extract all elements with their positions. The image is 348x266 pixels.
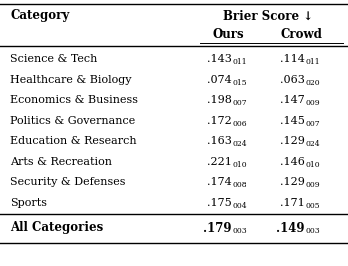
Text: .174: .174 bbox=[207, 177, 231, 187]
Text: .143: .143 bbox=[207, 54, 231, 64]
Text: Science & Tech: Science & Tech bbox=[10, 54, 98, 64]
Text: .129: .129 bbox=[280, 136, 304, 146]
Text: .179: .179 bbox=[203, 222, 231, 235]
Text: 008: 008 bbox=[232, 181, 247, 189]
Text: .171: .171 bbox=[280, 198, 304, 208]
Text: 010: 010 bbox=[305, 161, 320, 169]
Text: .145: .145 bbox=[280, 116, 304, 126]
Text: Ours: Ours bbox=[212, 27, 244, 40]
Text: 006: 006 bbox=[232, 120, 247, 128]
Text: All Categories: All Categories bbox=[10, 222, 104, 235]
Text: .147: .147 bbox=[280, 95, 304, 105]
Text: 007: 007 bbox=[305, 120, 320, 128]
Text: Security & Defenses: Security & Defenses bbox=[10, 177, 126, 187]
Text: .114: .114 bbox=[280, 54, 304, 64]
Text: 003: 003 bbox=[305, 227, 320, 235]
Text: Education & Research: Education & Research bbox=[10, 136, 137, 146]
Text: 003: 003 bbox=[232, 227, 247, 235]
Text: .175: .175 bbox=[207, 198, 231, 208]
Text: .149: .149 bbox=[276, 222, 304, 235]
Text: Arts & Recreation: Arts & Recreation bbox=[10, 157, 112, 167]
Text: Healthcare & Biology: Healthcare & Biology bbox=[10, 75, 132, 85]
Text: .129: .129 bbox=[280, 177, 304, 187]
Text: 011: 011 bbox=[305, 59, 320, 66]
Text: Category: Category bbox=[10, 10, 70, 23]
Text: 024: 024 bbox=[232, 140, 247, 148]
Text: 024: 024 bbox=[305, 140, 320, 148]
Text: 009: 009 bbox=[305, 99, 320, 107]
Text: 020: 020 bbox=[305, 79, 320, 87]
Text: 005: 005 bbox=[305, 202, 320, 210]
Text: .172: .172 bbox=[207, 116, 231, 126]
Text: Brier Score ↓: Brier Score ↓ bbox=[223, 10, 313, 23]
Text: .198: .198 bbox=[207, 95, 231, 105]
Text: 007: 007 bbox=[232, 99, 247, 107]
Text: .063: .063 bbox=[280, 75, 304, 85]
Text: Politics & Governance: Politics & Governance bbox=[10, 116, 136, 126]
Text: Sports: Sports bbox=[10, 198, 47, 208]
Text: 015: 015 bbox=[232, 79, 247, 87]
Text: .074: .074 bbox=[207, 75, 231, 85]
Text: Crowd: Crowd bbox=[280, 27, 322, 40]
Text: 009: 009 bbox=[305, 181, 320, 189]
Text: 011: 011 bbox=[232, 59, 247, 66]
Text: 010: 010 bbox=[232, 161, 247, 169]
Text: .163: .163 bbox=[207, 136, 231, 146]
Text: .221: .221 bbox=[207, 157, 231, 167]
Text: .146: .146 bbox=[280, 157, 304, 167]
Text: 004: 004 bbox=[232, 202, 247, 210]
Text: Economics & Business: Economics & Business bbox=[10, 95, 139, 105]
